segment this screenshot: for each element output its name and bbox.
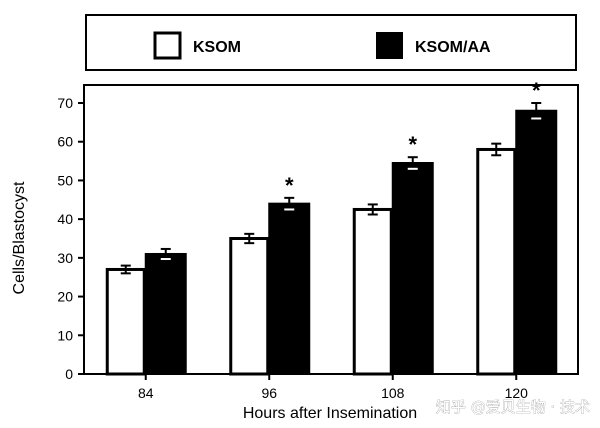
y-axis-title: Cells/Blastocyst bbox=[11, 181, 28, 294]
x-tick-label-84: 84 bbox=[138, 385, 154, 401]
bar-ksom-aa-120 bbox=[515, 109, 558, 375]
plot-border bbox=[83, 84, 579, 375]
y-tick-label: 40 bbox=[57, 211, 73, 227]
bar-marks bbox=[105, 102, 558, 376]
plot-frame bbox=[83, 84, 579, 375]
significance-star-108: * bbox=[408, 132, 417, 157]
legend-swatch-ksom-aa bbox=[376, 32, 403, 59]
bar-ksom-aa-84 bbox=[144, 252, 187, 375]
significance-star-120: * bbox=[532, 78, 541, 103]
bar-ksom-aa-96 bbox=[268, 202, 311, 375]
y-axis-ticks: 0 10 20 30 40 50 60 70 bbox=[57, 95, 84, 382]
y-tick-label: 10 bbox=[57, 327, 73, 343]
legend-label-ksom-aa: KSOM/AA bbox=[415, 39, 491, 56]
x-tick-label-108: 108 bbox=[381, 385, 405, 401]
y-tick-label: 0 bbox=[65, 366, 73, 382]
bar-ksom-120 bbox=[476, 147, 517, 376]
bar-ksom-84 bbox=[105, 267, 146, 376]
watermark: 知乎 @爱贝生物 · 技术 bbox=[436, 398, 590, 416]
y-tick-label: 50 bbox=[57, 172, 73, 188]
y-tick-label: 60 bbox=[57, 134, 73, 150]
y-tick-label: 20 bbox=[57, 289, 73, 305]
significance-star-96: * bbox=[285, 173, 294, 198]
legend-swatch-ksom bbox=[153, 31, 182, 60]
x-axis-title: Hours after Insemination bbox=[243, 405, 417, 422]
x-tick-label-120: 120 bbox=[505, 385, 529, 401]
x-tick-label-96: 96 bbox=[261, 385, 277, 401]
x-axis-ticks: 84 96 108 120 bbox=[138, 374, 528, 401]
legend-label-ksom: KSOM bbox=[193, 39, 241, 56]
bar-ksom-aa-108 bbox=[391, 162, 434, 375]
y-tick-label: 30 bbox=[57, 250, 73, 266]
y-tick-label: 70 bbox=[57, 95, 73, 111]
bar-ksom-108 bbox=[352, 207, 393, 376]
bar-ksom-96 bbox=[229, 237, 270, 376]
significance-marks: * * * bbox=[285, 78, 541, 198]
